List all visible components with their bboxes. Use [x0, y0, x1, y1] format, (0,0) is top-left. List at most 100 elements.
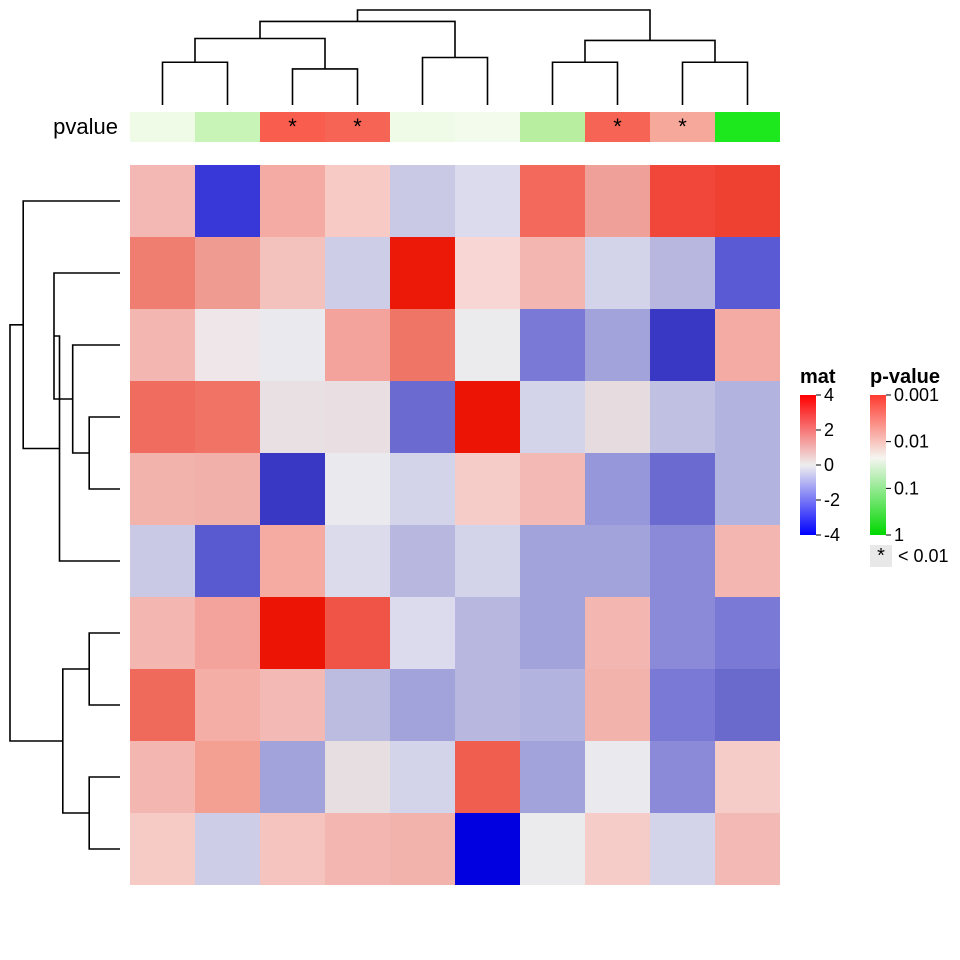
heatmap-cell: [455, 741, 520, 813]
heatmap-cell: [520, 597, 585, 669]
heatmap-cell: [585, 165, 650, 237]
heatmap-cell: [520, 813, 585, 885]
pvalue-cell: [130, 112, 195, 142]
pvalue-cell: [455, 112, 520, 142]
heatmap-cell: [650, 597, 715, 669]
heatmap-cell: [650, 309, 715, 381]
pvalue-legend-tick: 0.1: [894, 478, 919, 498]
heatmap-cell: [325, 741, 390, 813]
pvalue-cell: [715, 112, 780, 142]
heatmap-cell: [455, 669, 520, 741]
heatmap-cell: [130, 309, 195, 381]
heatmap-cell: [130, 813, 195, 885]
heatmap-cell: [715, 741, 780, 813]
heatmap-cell: [715, 813, 780, 885]
heatmap-cell: [390, 165, 455, 237]
heatmap-cell: [325, 525, 390, 597]
heatmap-cell: [325, 165, 390, 237]
heatmap-cell: [650, 741, 715, 813]
heatmap-cell: [650, 453, 715, 525]
heatmap-cell: [130, 237, 195, 309]
pvalue-legend-tick: 1: [894, 525, 904, 545]
heatmap-cell: [455, 165, 520, 237]
heatmap-cell: [390, 237, 455, 309]
heatmap-cell: [585, 741, 650, 813]
heatmap-cell: [455, 381, 520, 453]
heatmap-cell: [195, 597, 260, 669]
row-dendrogram: [10, 201, 120, 849]
heatmap-cell: [260, 741, 325, 813]
heatmap-cell: [455, 237, 520, 309]
heatmap-cell: [260, 525, 325, 597]
heatmap-cell: [325, 669, 390, 741]
significance-swatch-symbol: *: [877, 545, 885, 567]
heatmap-cell: [260, 309, 325, 381]
heatmap-cell: [585, 525, 650, 597]
pvalue-annotation-row: ****pvalue: [53, 112, 780, 142]
heatmap-cell: [650, 381, 715, 453]
heatmap-cell: [195, 309, 260, 381]
heatmap-cell: [260, 165, 325, 237]
heatmap-cell: [325, 813, 390, 885]
heatmap-cell: [260, 813, 325, 885]
heatmap-cell: [130, 525, 195, 597]
heatmap-cell: [715, 525, 780, 597]
heatmap-cell: [650, 237, 715, 309]
pvalue-legend: p-value0.0010.010.11*< 0.01: [870, 366, 949, 567]
heatmap-cell: [455, 309, 520, 381]
mat-legend-tick: 4: [824, 385, 834, 405]
column-dendrogram: [163, 10, 748, 105]
heatmap-cell: [455, 453, 520, 525]
heatmap-cell: [130, 597, 195, 669]
heatmap-cell: [585, 381, 650, 453]
heatmap-cell: [455, 813, 520, 885]
heatmap-cell: [195, 381, 260, 453]
heatmap-cell: [520, 237, 585, 309]
heatmap-cell: [455, 525, 520, 597]
pvalue-row-label: pvalue: [53, 114, 118, 139]
heatmap-cell: [715, 309, 780, 381]
heatmap-cell: [130, 453, 195, 525]
heatmap-cell: [520, 741, 585, 813]
heatmap-cell: [520, 381, 585, 453]
heatmap-cell: [715, 597, 780, 669]
heatmap-cell: [585, 813, 650, 885]
heatmap-cell: [195, 453, 260, 525]
heatmap-cell: [650, 165, 715, 237]
heatmap-cell: [390, 453, 455, 525]
heatmap-cell: [195, 525, 260, 597]
significance-marker: *: [288, 114, 297, 139]
pvalue-cell: [390, 112, 455, 142]
mat-legend-tick: 2: [824, 420, 834, 440]
heatmap-cell: [585, 453, 650, 525]
heatmap-cell: [715, 453, 780, 525]
mat-legend-tick: -4: [824, 525, 840, 545]
heatmap-cell: [585, 237, 650, 309]
pvalue-cell: [195, 112, 260, 142]
heatmap-cell: [715, 237, 780, 309]
heatmap-cell: [715, 381, 780, 453]
heatmap-cell: [585, 597, 650, 669]
heatmap-cell: [195, 669, 260, 741]
heatmap-cell: [390, 813, 455, 885]
heatmap-cell: [390, 597, 455, 669]
heatmap-cell: [130, 669, 195, 741]
heatmap-cell: [195, 165, 260, 237]
clustered-heatmap: ****pvaluemat420-2-4p-value0.0010.010.11…: [0, 0, 960, 960]
heatmap-body: [130, 165, 780, 885]
heatmap-cell: [715, 669, 780, 741]
heatmap-cell: [325, 453, 390, 525]
mat-legend-tick: 0: [824, 455, 834, 475]
heatmap-cell: [260, 669, 325, 741]
significance-swatch-label: < 0.01: [898, 546, 949, 566]
heatmap-cell: [260, 381, 325, 453]
pvalue-legend-tick: 0.001: [894, 385, 939, 405]
heatmap-cell: [520, 453, 585, 525]
heatmap-cell: [325, 597, 390, 669]
pvalue-legend-tick: 0.01: [894, 432, 929, 452]
pvalue-cell: [520, 112, 585, 142]
significance-marker: *: [613, 114, 622, 139]
heatmap-cell: [520, 309, 585, 381]
heatmap-cell: [650, 525, 715, 597]
heatmap-cell: [260, 237, 325, 309]
